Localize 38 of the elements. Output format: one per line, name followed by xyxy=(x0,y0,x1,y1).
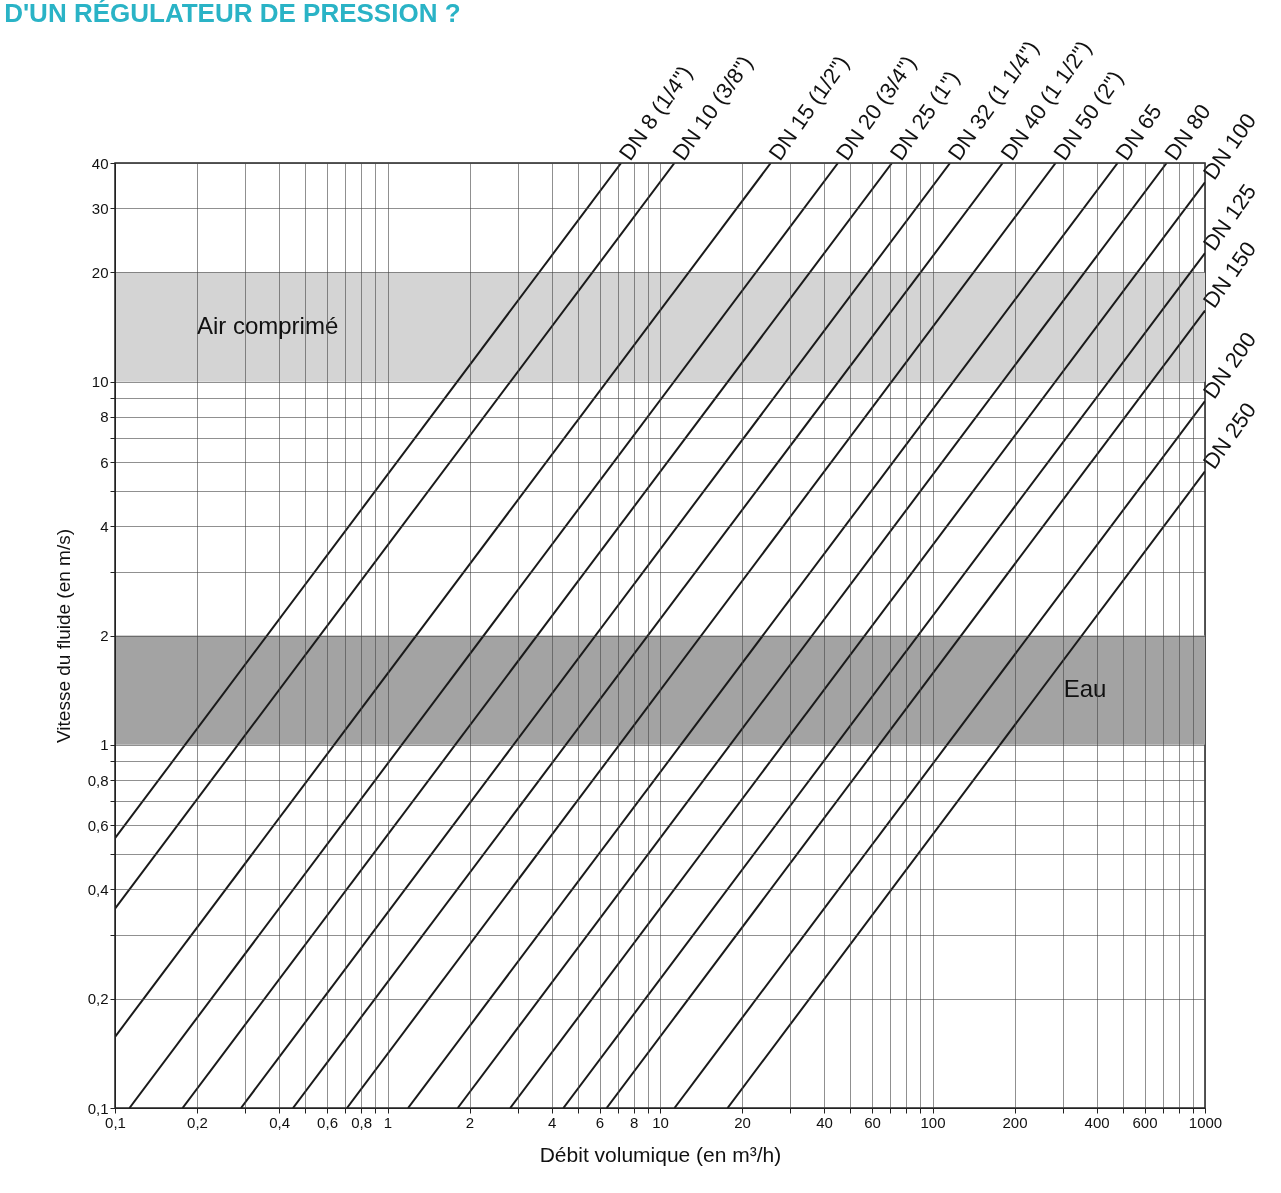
band-label: Eau xyxy=(1063,675,1107,703)
y-tick-label: 0,8 xyxy=(87,771,109,789)
x-tick-label: 600 xyxy=(1132,1113,1158,1131)
x-tick-label: 1 xyxy=(383,1113,393,1131)
x-tick-label: 0,6 xyxy=(317,1113,338,1131)
x-axis-title: Débit volumique (en m³/h) xyxy=(539,1142,782,1166)
x-tick-label: 400 xyxy=(1084,1113,1110,1131)
y-axis-title: Vitesse du fluide (en m/s) xyxy=(52,528,74,744)
x-tick-label: 60 xyxy=(864,1113,881,1131)
x-tick-label: 10 xyxy=(652,1113,669,1131)
x-tick-label: 100 xyxy=(920,1113,946,1131)
chart-title: D'UN RÉGULATEUR DE PRESSION ? xyxy=(4,0,461,29)
x-tick-label: 20 xyxy=(734,1113,751,1131)
y-tick-label: 0,6 xyxy=(87,816,109,834)
y-tick-label: 2 xyxy=(100,627,109,644)
y-tick-label: 4 xyxy=(100,517,109,535)
y-tick-label: 8 xyxy=(100,408,109,426)
x-tick-label: 6 xyxy=(595,1113,605,1131)
x-tick-label: 40 xyxy=(816,1113,833,1131)
y-tick-label: 0,4 xyxy=(87,880,109,898)
x-tick-label: 8 xyxy=(629,1113,639,1131)
y-tick-label: 40 xyxy=(91,154,109,172)
x-tick-label: 1000 xyxy=(1188,1113,1223,1131)
x-tick-label: 0,8 xyxy=(351,1113,373,1131)
text: DN 200 xyxy=(1197,327,1262,404)
x-tick-label: 4 xyxy=(547,1113,557,1131)
y-tick-label: 30 xyxy=(91,199,109,217)
x-tick-label: 0,2 xyxy=(187,1113,208,1131)
band-label: Air comprimé xyxy=(196,311,339,339)
y-tick-label: 0,2 xyxy=(87,990,109,1008)
y-tick-label: 0,1 xyxy=(87,1099,109,1117)
y-tick-label: 6 xyxy=(100,453,109,471)
x-tick-label: 2 xyxy=(465,1113,475,1131)
x-tick-label: 200 xyxy=(1002,1113,1028,1131)
y-tick-label: 10 xyxy=(91,373,109,391)
x-tick-label: 0,4 xyxy=(269,1113,290,1131)
y-tick-label: 20 xyxy=(91,263,109,281)
y-tick-label: 1 xyxy=(100,736,109,754)
